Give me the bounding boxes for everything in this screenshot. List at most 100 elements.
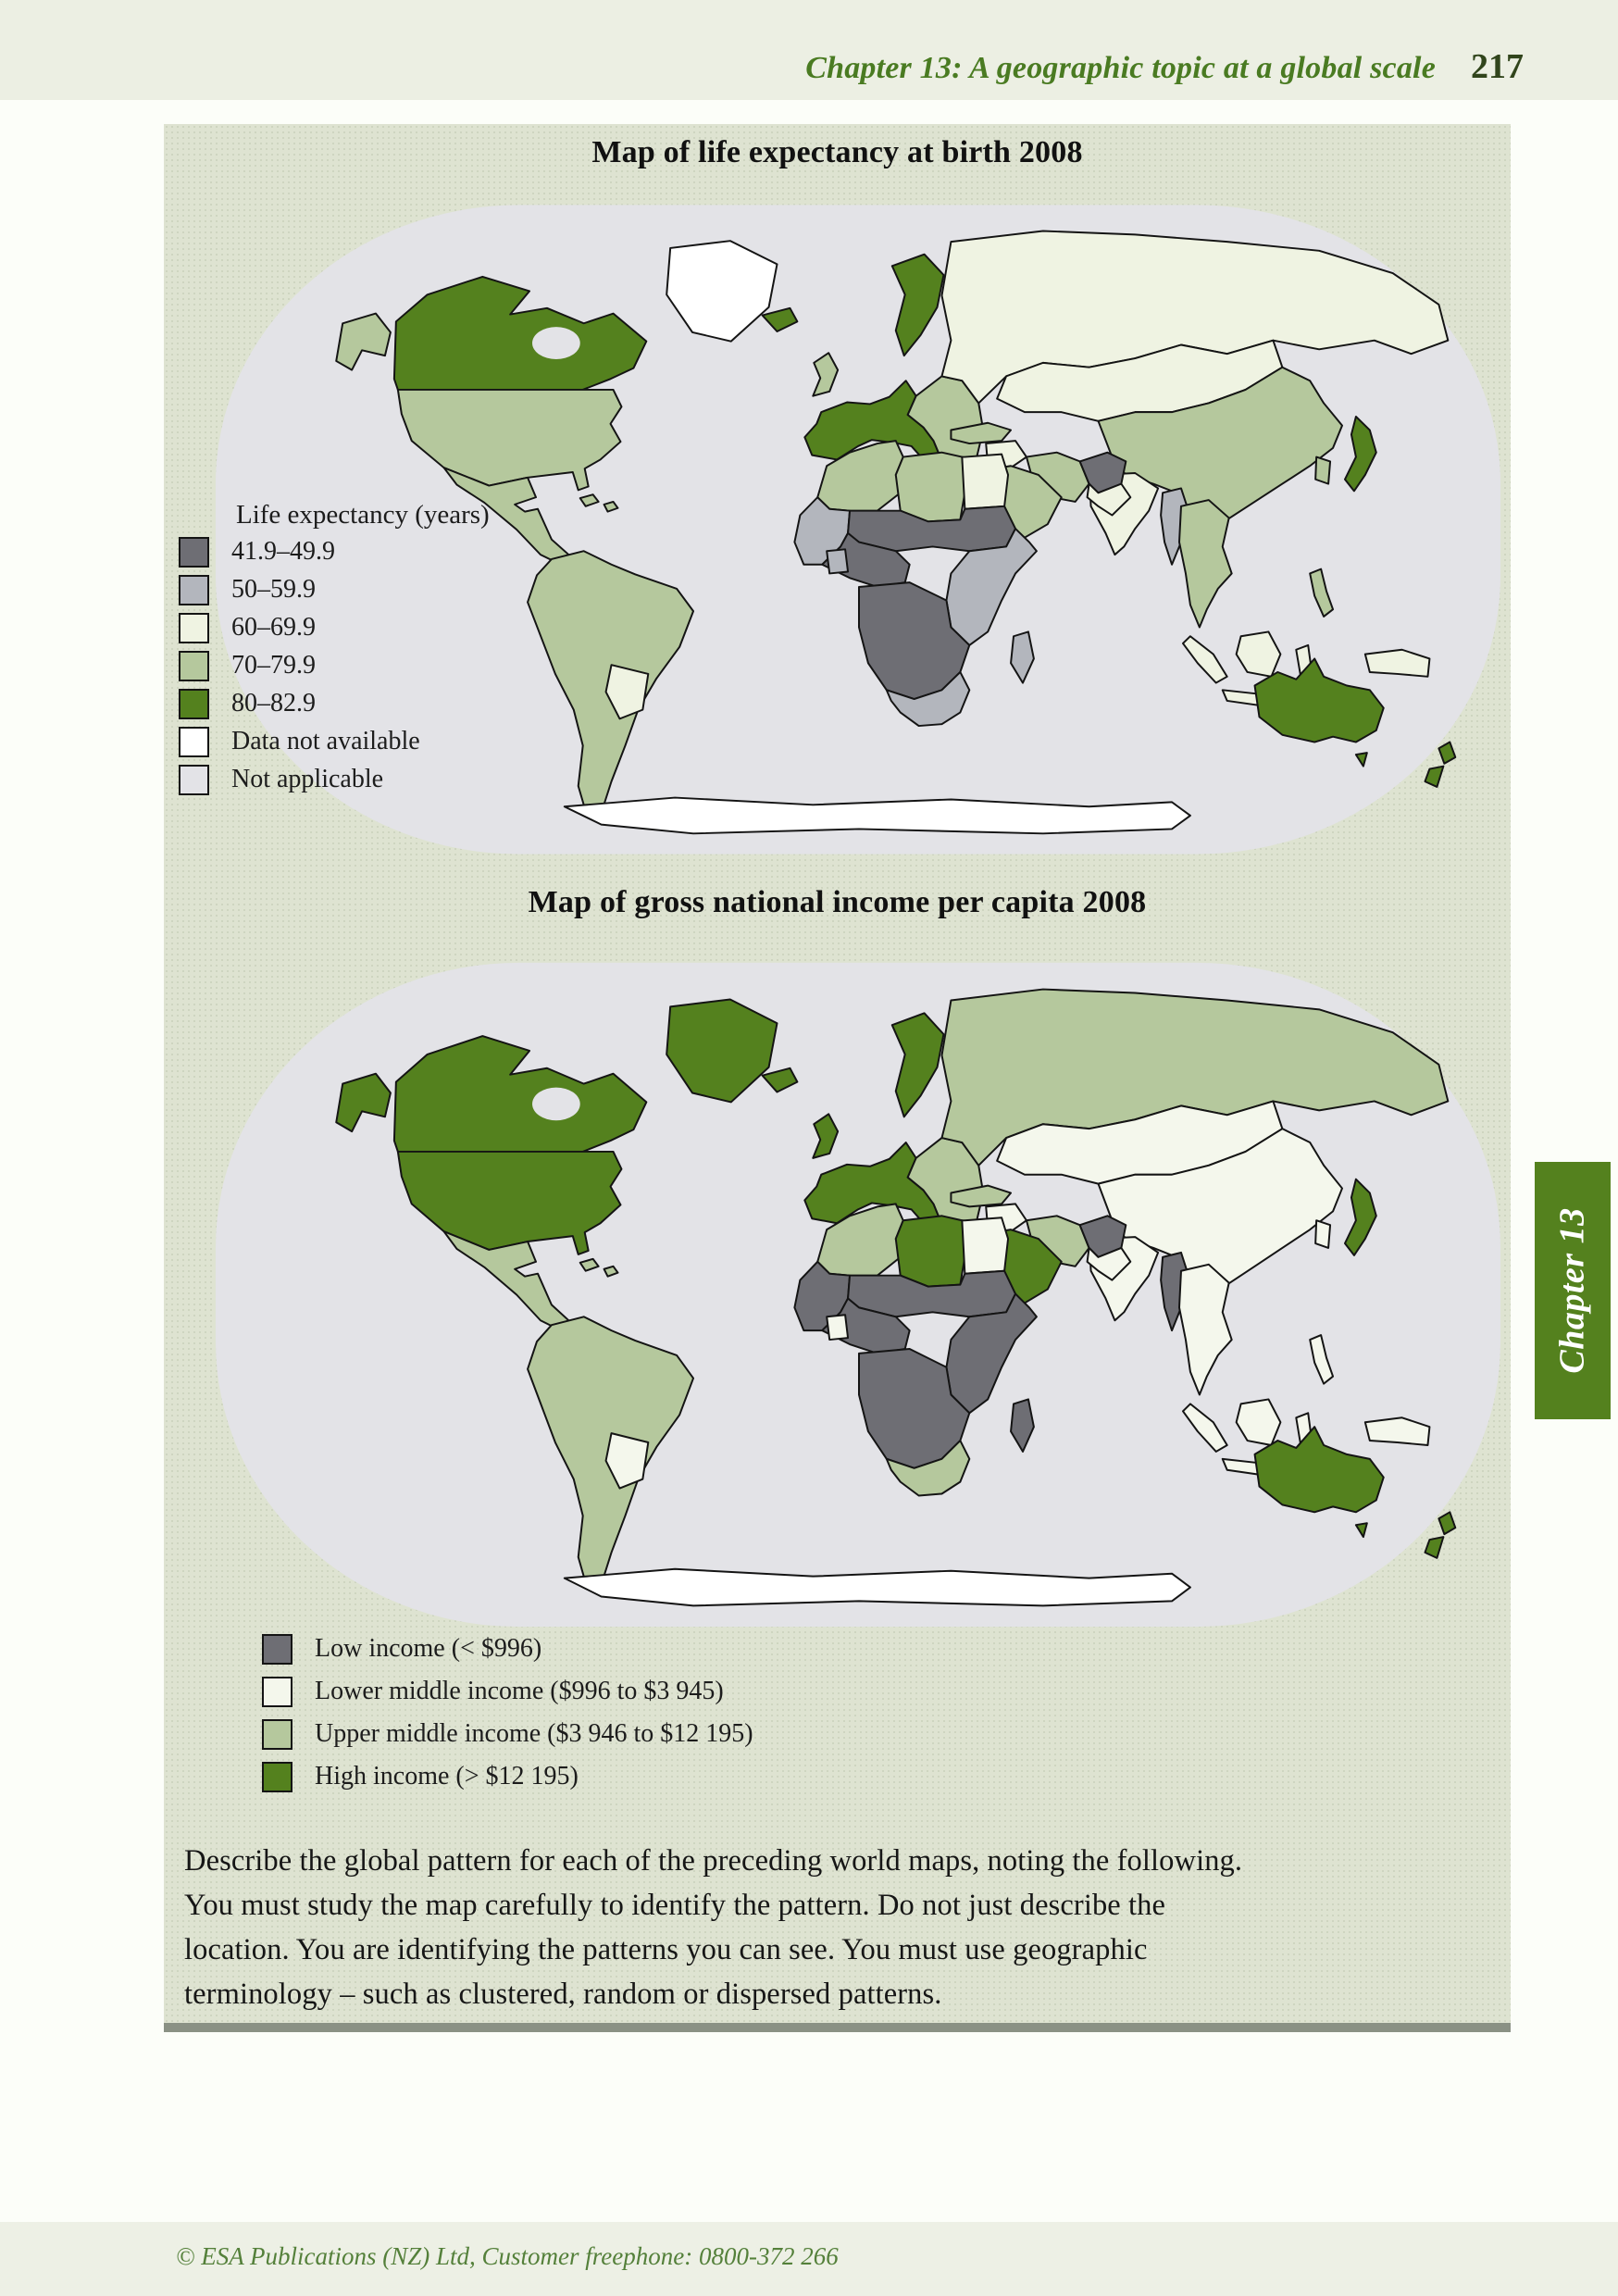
- legend-label: Lower middle income ($996 to $3 945): [315, 1677, 724, 1705]
- legend-row: 41.9–49.9: [179, 536, 490, 568]
- region-libya: [894, 451, 966, 523]
- region-libya: [894, 1215, 966, 1288]
- region-australia: [1253, 657, 1385, 767]
- region-antarctica: [563, 796, 1191, 835]
- legend-swatch: [262, 1633, 292, 1665]
- legend-row: Upper middle income ($3 946 to $12 195): [262, 1716, 753, 1752]
- legend-row: Data not available: [179, 726, 490, 757]
- region-uk: [812, 1113, 840, 1159]
- instruction-line: Describe the global pattern for each of …: [184, 1844, 1243, 1878]
- legend-swatch: [179, 688, 209, 719]
- header-row: Chapter 13: A geographic topic at a glob…: [805, 46, 1524, 87]
- region-se_asia: [1178, 499, 1233, 629]
- legend-label: High income (> $12 195): [315, 1762, 579, 1791]
- region-madagascar: [1010, 630, 1035, 684]
- legend-label: 80–82.9: [231, 689, 316, 718]
- legend-row: Not applicable: [179, 764, 490, 795]
- legend-swatch: [179, 612, 209, 643]
- legend-title: Life expectancy (years): [236, 500, 490, 530]
- region-uk: [812, 352, 840, 397]
- legend-row: 70–79.9: [179, 650, 490, 681]
- region-alaska: [335, 1072, 392, 1133]
- region-madagascar: [1010, 1398, 1035, 1453]
- legend-label: Not applicable: [231, 765, 384, 793]
- region-china: [1097, 366, 1343, 530]
- legend-swatch: [179, 764, 209, 795]
- panel-bottom-bar: [164, 2023, 1511, 2032]
- region-caribbean: [579, 1257, 619, 1278]
- legend-row: Low income (< $996): [262, 1631, 753, 1666]
- legend-label: 70–79.9: [231, 651, 316, 680]
- region-pakistan: [1086, 1246, 1132, 1281]
- legend-label: Data not available: [231, 727, 420, 755]
- region-egypt: [961, 1217, 1010, 1275]
- legend-row: Lower middle income ($996 to $3 945): [262, 1674, 753, 1709]
- region-usa: [396, 388, 623, 492]
- region-new_zealand: [1424, 1511, 1457, 1559]
- region-nigeria: [821, 1297, 911, 1354]
- region-philippines: [1309, 1334, 1335, 1385]
- legend-label: 41.9–49.9: [231, 537, 335, 566]
- legend-swatch: [179, 574, 209, 605]
- region-ghana: [826, 1314, 850, 1341]
- legend-swatch: [179, 726, 209, 757]
- region-turkey: [950, 421, 1013, 444]
- legend-label: 50–59.9: [231, 575, 316, 604]
- region-caribbean: [579, 493, 619, 513]
- region-alaska: [335, 312, 392, 371]
- chapter-tab: Chapter 13: [1535, 1162, 1611, 1419]
- hudson-bay: [532, 1087, 580, 1121]
- region-ghana: [826, 548, 850, 575]
- region-turkey: [950, 1184, 1013, 1208]
- region-se_asia: [1178, 1263, 1233, 1396]
- region-png: [1363, 648, 1431, 678]
- region-egypt: [961, 453, 1010, 510]
- legend-swatch: [262, 1676, 292, 1707]
- legend-label: 60–69.9: [231, 613, 316, 642]
- map1-title: Map of life expectancy at birth 2008: [591, 135, 1083, 169]
- legend-row: 80–82.9: [179, 688, 490, 719]
- region-china: [1097, 1128, 1343, 1295]
- region-mexico: [442, 1230, 575, 1334]
- legend-label: Low income (< $996): [315, 1634, 542, 1663]
- map2-title: Map of gross national income per capita …: [528, 885, 1147, 919]
- life-expectancy-legend: Life expectancy (years) 41.9–49.9 50–59.9…: [179, 500, 490, 802]
- chapter-heading: Chapter 13: A geographic topic at a glob…: [805, 51, 1436, 85]
- footer-band: © ESA Publications (NZ) Ltd, Customer fr…: [0, 2222, 1618, 2296]
- region-sa_inner: [604, 1432, 650, 1490]
- region-australia: [1253, 1426, 1385, 1539]
- gni-map: [215, 962, 1501, 1628]
- region-mexico: [442, 467, 575, 568]
- region-pakistan: [1086, 482, 1132, 517]
- header-band: Chapter 13: A geographic topic at a glob…: [0, 0, 1618, 100]
- instructions-paragraph: Describe the global pattern for each of …: [184, 1839, 1515, 2016]
- region-greenland: [666, 998, 778, 1104]
- region-japan: [1343, 1178, 1377, 1256]
- instruction-line: You must study the map carefully to iden…: [184, 1889, 1166, 1922]
- content-panel: Map of life expectancy at birth 2008 Lif…: [164, 124, 1511, 2032]
- instruction-line: location. You are identifying the patter…: [184, 1933, 1148, 1966]
- region-southern_africa: [885, 1440, 971, 1497]
- page-number: 217: [1471, 47, 1524, 86]
- hudson-bay: [532, 327, 580, 359]
- region-nigeria: [821, 531, 911, 588]
- region-japan: [1343, 416, 1377, 493]
- legend-swatch: [179, 536, 209, 568]
- region-greenland: [666, 240, 778, 343]
- region-korea: [1314, 455, 1332, 485]
- legend-row: 60–69.9: [179, 612, 490, 643]
- region-png: [1363, 1416, 1431, 1446]
- footer-copyright: © ESA Publications (NZ) Ltd, Customer fr…: [176, 2242, 839, 2270]
- region-new_zealand: [1424, 741, 1457, 788]
- region-philippines: [1309, 568, 1335, 618]
- region-antarctica: [563, 1567, 1191, 1607]
- instruction-line: terminology – such as clustered, random …: [184, 1978, 942, 2011]
- legend-row: 50–59.9: [179, 574, 490, 605]
- legend-swatch: [262, 1718, 292, 1750]
- region-southern_africa: [885, 671, 971, 728]
- gni-legend: Low income (< $996) Lower middle income (…: [262, 1631, 753, 1802]
- legend-swatch: [179, 650, 209, 681]
- region-sa_inner: [604, 664, 650, 720]
- life-expectancy-map: [215, 205, 1501, 855]
- legend-swatch: [262, 1761, 292, 1792]
